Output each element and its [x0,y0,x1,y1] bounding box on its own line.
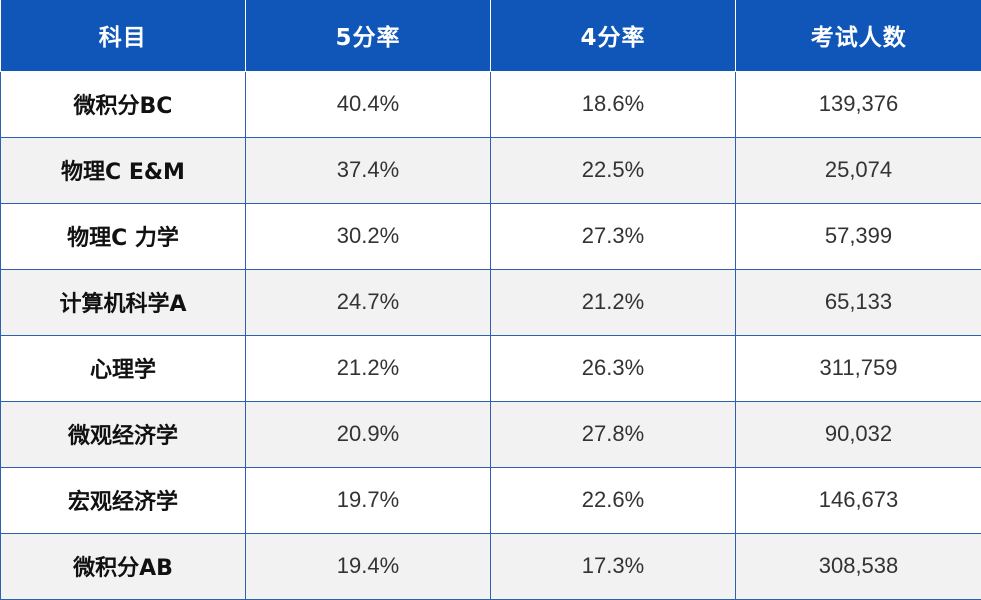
table-row: 计算机科学A 24.7% 21.2% 65,133 [1,269,981,335]
subject-cell: 微积分BC [1,71,246,137]
subject-cell: 计算机科学A [1,269,246,335]
table-row: 物理C E&M 37.4% 22.5% 25,074 [1,137,981,203]
rate4-cell: 17.3% [491,533,736,599]
takers-cell: 146,673 [736,467,981,533]
rate4-cell: 22.6% [491,467,736,533]
rate4-cell: 26.3% [491,335,736,401]
table-row: 宏观经济学 19.7% 22.6% 146,673 [1,467,981,533]
rate4-cell: 22.5% [491,137,736,203]
rate5-cell: 20.9% [246,401,491,467]
subject-cell: 心理学 [1,335,246,401]
rate5-cell: 40.4% [246,71,491,137]
takers-cell: 57,399 [736,203,981,269]
takers-cell: 308,538 [736,533,981,599]
rate5-cell: 24.7% [246,269,491,335]
rate4-cell: 18.6% [491,71,736,137]
header-rate5: 5分率 [246,0,491,71]
header-takers: 考试人数 [736,0,981,71]
header-subject: 科目 [1,0,246,71]
takers-cell: 25,074 [736,137,981,203]
rate5-cell: 19.7% [246,467,491,533]
subject-cell: 物理C 力学 [1,203,246,269]
subject-cell: 宏观经济学 [1,467,246,533]
rate5-cell: 21.2% [246,335,491,401]
table-body: 微积分BC 40.4% 18.6% 139,376 物理C E&M 37.4% … [1,71,981,599]
takers-cell: 90,032 [736,401,981,467]
header-rate4: 4分率 [491,0,736,71]
table-header: 科目 5分率 4分率 考试人数 [1,0,981,71]
table-row: 微观经济学 20.9% 27.8% 90,032 [1,401,981,467]
table-row: 物理C 力学 30.2% 27.3% 57,399 [1,203,981,269]
takers-cell: 139,376 [736,71,981,137]
table-row: 心理学 21.2% 26.3% 311,759 [1,335,981,401]
takers-cell: 65,133 [736,269,981,335]
takers-cell: 311,759 [736,335,981,401]
subject-cell: 微观经济学 [1,401,246,467]
table-row: 微积分AB 19.4% 17.3% 308,538 [1,533,981,599]
rate5-cell: 30.2% [246,203,491,269]
rate4-cell: 27.8% [491,401,736,467]
header-row: 科目 5分率 4分率 考试人数 [1,0,981,71]
subject-cell: 物理C E&M [1,137,246,203]
rate5-cell: 19.4% [246,533,491,599]
subject-cell: 微积分AB [1,533,246,599]
rate4-cell: 27.3% [491,203,736,269]
rate5-cell: 37.4% [246,137,491,203]
table-row: 微积分BC 40.4% 18.6% 139,376 [1,71,981,137]
rate4-cell: 21.2% [491,269,736,335]
